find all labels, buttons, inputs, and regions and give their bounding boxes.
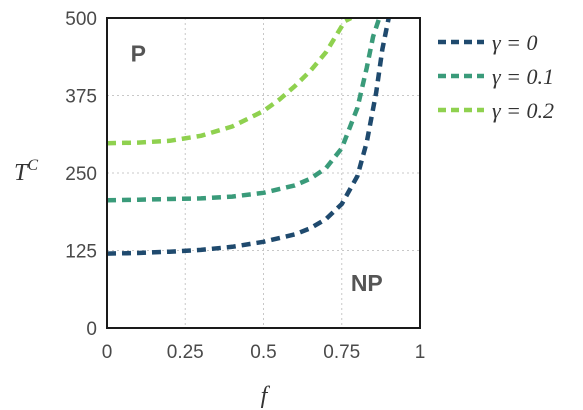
series-line: [107, 18, 382, 203]
region-labels: P NP: [131, 40, 383, 295]
x-tick-label: 0: [102, 342, 113, 363]
y-tick-label: 0: [86, 319, 97, 340]
x-tick-label: 1: [415, 342, 426, 363]
series-line: [107, 18, 391, 256]
legend-label: γ = 0.2: [492, 98, 554, 123]
region-label: P: [131, 40, 146, 66]
x-tick-label: 0.25: [167, 342, 204, 363]
x-tick-label: 0.75: [323, 342, 360, 363]
legend-label: γ = 0.1: [492, 64, 554, 89]
legend: γ = 0 γ = 0.1 γ = 0.2: [438, 30, 554, 123]
y-axis-label-base: T: [14, 160, 29, 186]
x-axis-label: f: [261, 383, 271, 409]
y-axis-label-superscript: C: [27, 157, 38, 174]
y-axis-label: TC: [14, 157, 38, 186]
x-tick-label: 0.5: [250, 342, 276, 363]
grid: [107, 18, 420, 328]
region-label: NP: [351, 270, 383, 296]
series-layer: [107, 18, 391, 256]
plot-frame: [106, 17, 421, 329]
y-tick-label: 500: [65, 9, 97, 30]
y-tick-label: 125: [65, 242, 97, 263]
y-tick-label: 375: [65, 87, 97, 108]
y-tick-label: 250: [65, 164, 97, 185]
legend-label: γ = 0: [492, 30, 538, 55]
tick-labels: 0 0.25 0.5 0.75 1 0 125 250 375 500: [65, 9, 425, 363]
series-line: [107, 18, 353, 146]
